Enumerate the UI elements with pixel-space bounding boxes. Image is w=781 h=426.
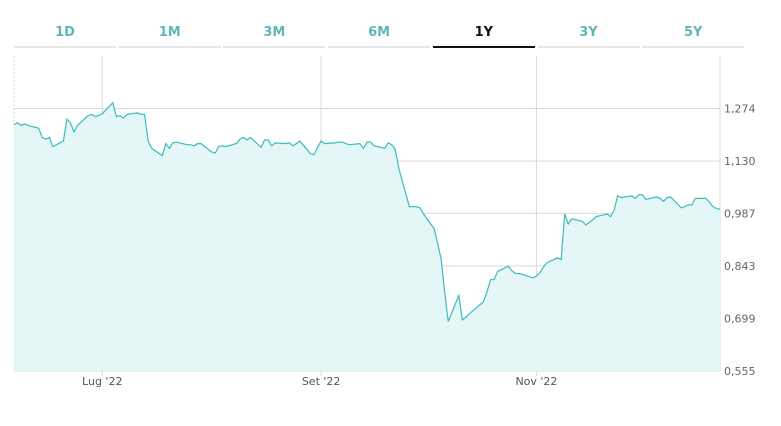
y-axis-ticks: 1,274 1,130 0,987 0,843 0,699 0,555 bbox=[724, 103, 756, 378]
price-area-fill bbox=[14, 102, 720, 371]
y-tick-label: 0,987 bbox=[724, 207, 756, 220]
tab-underline bbox=[118, 46, 221, 48]
y-tick-label: 0,843 bbox=[724, 260, 756, 273]
tab-1y[interactable]: 1Y bbox=[432, 20, 535, 48]
tab-label: 3M bbox=[263, 25, 286, 40]
tab-1m[interactable]: 1M bbox=[118, 20, 221, 48]
tab-underline bbox=[223, 46, 326, 48]
tab-label: 1M bbox=[158, 25, 181, 40]
x-tick-label: Set '22 bbox=[302, 375, 341, 388]
tab-label: 3Y bbox=[579, 25, 598, 40]
y-tick-label: 1,130 bbox=[724, 155, 756, 168]
y-tick-label: 0,699 bbox=[724, 312, 756, 325]
tab-5y[interactable]: 5Y bbox=[642, 20, 745, 48]
tab-label: 1Y bbox=[474, 25, 494, 40]
tab-6m[interactable]: 6M bbox=[328, 20, 431, 48]
tab-underline bbox=[14, 46, 116, 48]
x-tick-label: Lug '22 bbox=[82, 375, 122, 388]
tab-3m[interactable]: 3M bbox=[223, 20, 326, 48]
tab-underline bbox=[642, 46, 745, 48]
x-tick-label: Nov '22 bbox=[515, 375, 557, 388]
y-tick-label: 0,555 bbox=[724, 365, 756, 378]
tab-label: 1D bbox=[55, 25, 75, 40]
tab-underline bbox=[432, 46, 535, 48]
y-tick-label: 1,274 bbox=[724, 103, 756, 116]
x-axis-ticks: Lug '22 Set '22 Nov '22 bbox=[82, 375, 557, 388]
tab-label: 5Y bbox=[683, 25, 703, 40]
range-tabs: 1D 1M 3M 6M 1Y 3Y 5Y bbox=[14, 20, 748, 50]
price-line bbox=[13, 101, 721, 322]
tab-underline bbox=[328, 46, 431, 48]
tab-label: 6M bbox=[368, 25, 391, 40]
tab-1d[interactable]: 1D bbox=[14, 20, 116, 48]
tab-3y[interactable]: 3Y bbox=[537, 20, 640, 48]
tab-underline bbox=[537, 46, 640, 48]
